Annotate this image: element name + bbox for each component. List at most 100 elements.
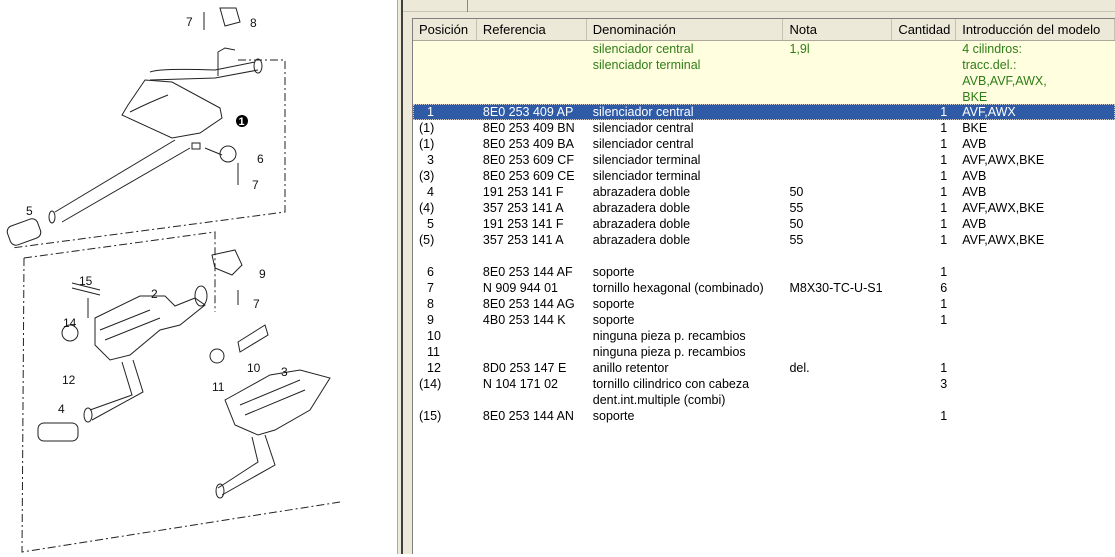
cell-introduccion [956,312,1115,328]
cell-introduccion [956,328,1115,344]
cell-introduccion [956,280,1115,296]
callout-14: 14 [63,316,77,330]
table-row[interactable]: (1) 8E0 253 409 BA silenciador central 1 AVB [413,136,1115,152]
cell-cantidad: 6 [940,281,948,295]
table-row[interactable]: 6 8E0 253 144 AF soporte 1 [413,264,1115,280]
table-row[interactable]: 8 8E0 253 144 AG soporte 1 [413,296,1115,312]
cell-nota: M8X30-TC-U-S1 [789,281,883,295]
table-row[interactable]: (14) N 104 171 02 tornillo cilindrico con … [413,376,1115,408]
callout-5: 5 [26,204,33,218]
cell-introduccion [956,360,1115,376]
cell-nota [783,328,892,344]
table-row[interactable]: (5) 357 253 141 A abrazadera doble 55 1 AVF,A… [413,232,1115,248]
column-header-introduccion[interactable]: Introducción del modelo [956,19,1115,40]
cell-nota [783,120,892,136]
table-row[interactable]: 10 ninguna pieza p. recambios [413,328,1115,344]
table-row[interactable]: 4 191 253 141 F abrazadera doble 50 1 AVB [413,184,1115,200]
cell-cantidad: 1 [940,361,948,375]
cell-cantidad: 1 [940,185,948,199]
column-header-denominacion[interactable]: Denominación [587,19,784,40]
cell-denominacion: ninguna pieza p. recambios [592,345,746,359]
cell-referencia: 8E0 253 144 AF [482,265,573,279]
table-row[interactable]: 11 ninguna pieza p. recambios [413,344,1115,360]
table-header: Posición Referencia Denominación Nota Ca… [413,19,1115,41]
cell-cantidad: 1 [940,121,948,135]
cell-nota [783,104,892,120]
callout-3: 3 [281,365,288,379]
cell-denominacion: soporte [592,297,635,311]
cell-referencia: 8E0 253 609 CF [482,153,574,167]
cell-posicion: 5 [427,217,434,231]
top-toolbar-strip [403,0,1115,12]
callout-15: 15 [79,274,93,288]
cell-nota [783,136,892,152]
column-header-nota[interactable]: Nota [783,19,893,40]
cell-nota [783,408,892,424]
cell-cantidad [892,328,956,344]
cell-cantidad: 1 [940,201,948,215]
table-row[interactable]: (4) 357 253 141 A abrazadera doble 55 1 AVF,A… [413,200,1115,216]
cell-denominacion: abrazadera doble [592,233,691,247]
cell-nota: 55 [789,233,804,247]
cell-posicion: 10 [427,329,441,343]
cell-introduccion: AVF,AWX,BKE [962,233,1045,247]
cell-nota [783,312,892,328]
cell-posicion: 6 [427,265,434,279]
cell-nota [783,168,892,184]
table-row[interactable]: (3) 8E0 253 609 CE silenciador terminal 1 AV… [413,168,1115,184]
cell-referencia [477,248,587,264]
column-header-cantidad[interactable]: Cantidad [892,19,957,40]
cell-denominacion: soporte [592,265,635,279]
cell-introduccion: AVB [962,169,987,183]
callout-8: 8 [250,16,257,30]
cell-posicion: (1) [419,137,435,151]
cell-denominacion [587,248,784,264]
callout-10: 10 [247,361,261,375]
cell-referencia: 8E0 253 609 CE [482,169,575,183]
cell-cantidad: 1 [940,153,948,167]
info-row: silenciador central silenciador terminal… [413,41,1115,104]
table-row[interactable]: 5 191 253 141 F abrazadera doble 50 1 AVB [413,216,1115,232]
callout-7: 7 [186,15,193,29]
table-row[interactable]: 12 8D0 253 147 E anillo retentor del. 1 [413,360,1115,376]
cell-introduccion [956,264,1115,280]
cell-denominacion: tornillo cilindrico con cabeza dent.int.… [592,377,750,407]
cell-posicion: 8 [427,297,434,311]
cell-introduccion: AVB [962,217,987,231]
cell-cantidad: 1 [940,105,948,119]
cell-introduccion: AVF,AWX,BKE [962,201,1045,215]
callout-7c: 7 [253,297,260,311]
table-row[interactable]: 1 8E0 253 409 AP silenciador central 1 AVF,A… [413,104,1115,120]
table-row[interactable]: 9 4B0 253 144 K soporte 1 [413,312,1115,328]
callout-12: 12 [62,373,76,387]
cell-cantidad: 1 [940,137,948,151]
table-row[interactable]: 7 N 909 944 01 tornillo hexagonal (combina… [413,280,1115,296]
cell-cantidad: 1 [940,217,948,231]
cell-cantidad [892,248,956,264]
table-row[interactable]: (1) 8E0 253 409 BN silenciador central 1 BKE [413,120,1115,136]
info-nota: 1,9l [789,42,810,56]
table-row[interactable]: 3 8E0 253 609 CF silenciador terminal 1 AVF,… [413,152,1115,168]
cell-denominacion: ninguna pieza p. recambios [592,329,746,343]
cell-posicion: 12 [427,361,441,375]
cell-denominacion: silenciador terminal [592,169,701,183]
column-header-referencia[interactable]: Referencia [477,19,587,40]
info-introduccion: 4 cilindros: tracc.del.: AVB,AVF,AWX, BK… [962,42,1047,104]
cell-posicion: 4 [427,185,434,199]
column-header-posicion[interactable]: Posición [413,19,477,40]
table-row[interactable]: (15) 8E0 253 144 AN soporte 1 [413,408,1115,424]
cell-denominacion: soporte [592,313,635,327]
cell-nota: 55 [789,201,804,215]
cell-referencia: 191 253 141 F [482,217,564,231]
pane-splitter[interactable] [397,0,403,554]
callout-11: 11 [212,380,225,394]
cell-denominacion: tornillo hexagonal (combinado) [592,281,764,295]
cell-cantidad: 1 [940,313,948,327]
cell-referencia: 8E0 253 409 BN [482,121,575,135]
cell-nota: 50 [789,217,804,231]
cell-nota [783,248,892,264]
cell-introduccion [956,408,1115,424]
cell-referencia: 357 253 141 A [482,233,564,247]
cell-denominacion: anillo retentor [592,361,669,375]
cell-denominacion: abrazadera doble [592,201,691,215]
